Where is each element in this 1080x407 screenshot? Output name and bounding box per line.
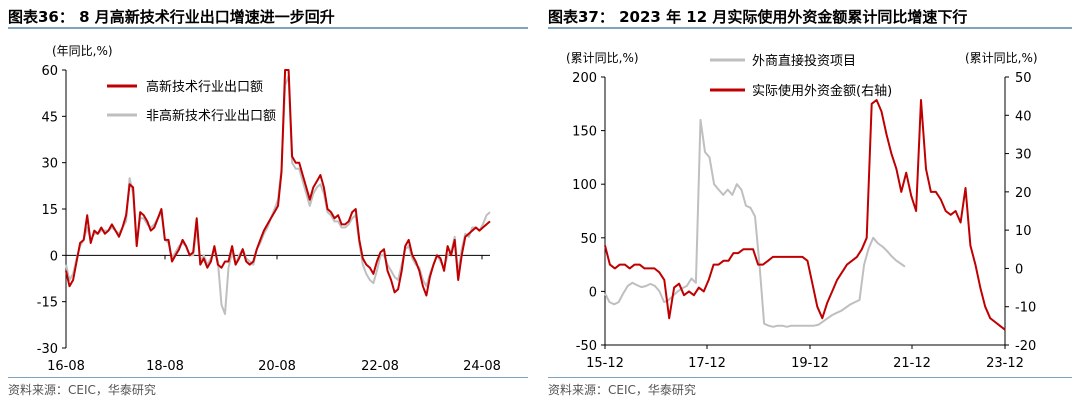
x-tick-label: 21-12: [893, 356, 931, 371]
chart-panel-36: 图表36： 8 月高新技术行业出口增速进一步回升 (年同比,%) -30 -15 0 1…: [0, 0, 536, 407]
x-tick-label: 24-08: [463, 359, 501, 374]
source-rule: [548, 377, 1072, 378]
chart-panel-37: 图表37： 2023 年 12 月实际使用外资金额累计同比增速下行 (累计同比,…: [540, 0, 1080, 407]
y-tick-label-left: 100: [572, 178, 597, 193]
y-tick-label-left: 150: [572, 125, 597, 140]
x-tick-label: 20-08: [258, 359, 296, 374]
x-tick-label: 23-12: [986, 356, 1024, 371]
y-tick-label: 60: [41, 64, 58, 79]
title-rule: [8, 27, 528, 29]
y-tick-label: -30: [37, 342, 58, 357]
title-rule: [548, 27, 1072, 29]
y-tick-label-right: 10: [1015, 224, 1032, 239]
y-tick-label-right: 50: [1015, 71, 1032, 86]
y-axis-label: (年同比,%): [52, 44, 113, 58]
x-tick-label: 17-12: [688, 356, 726, 371]
figure-title: 图表37： 2023 年 12 月实际使用外资金额累计同比增速下行: [548, 8, 968, 26]
series-line: [604, 118, 906, 328]
y-tick-label: 15: [41, 203, 58, 218]
x-tick-label: 22-08: [361, 359, 399, 374]
y-tick-label: -15: [37, 296, 58, 311]
series-line: [65, 69, 491, 297]
legend-label: 非高新技术行业出口额: [146, 108, 276, 124]
legend-label: 外商直接投资项目: [752, 53, 856, 69]
x-tick-label: 18-08: [146, 359, 184, 374]
y-tick-label-left: -50: [576, 339, 597, 354]
source-note: 资料来源：CEIC，华泰研究: [548, 383, 696, 397]
x-tick-label: 15-12: [586, 356, 624, 371]
legend-label: 高新技术行业出口额: [146, 79, 263, 95]
y-tick-label-right: 30: [1015, 148, 1032, 163]
series-line: [65, 75, 491, 315]
source-rule: [8, 377, 528, 378]
source-note: 资料来源：CEIC，华泰研究: [8, 383, 156, 397]
y-tick-label-right: 0: [1015, 262, 1023, 277]
y-tick-label-left: 50: [580, 232, 597, 247]
y-tick-label-right: 20: [1015, 186, 1032, 201]
y-tick-label-right: -10: [1015, 301, 1036, 316]
y-tick-label-right: 40: [1015, 109, 1032, 124]
y-tick-label-left: 0: [589, 285, 597, 300]
x-tick-label: 16-08: [47, 359, 85, 374]
line-chart-37: (累计同比,%) (累计同比,%) -50 0 50 100 150 200 -20 -10 0 10…: [566, 51, 1038, 371]
y-tick-label-right: -20: [1015, 339, 1036, 354]
x-tick-label: 19-12: [791, 356, 829, 371]
y-tick-label: 30: [41, 157, 58, 172]
series-line: [604, 99, 1006, 331]
y-tick-label: 0: [50, 249, 58, 264]
line-chart-36: (年同比,%) -30 -15 0 15 30 45 60 16-08 18-08 20-08 22-…: [37, 44, 501, 374]
y-tick-label: 45: [41, 110, 58, 125]
legend-label: 实际使用外资金额(右轴): [752, 83, 892, 99]
figure-title: 图表36： 8 月高新技术行业出口增速进一步回升: [8, 8, 335, 26]
y-axis-label-right: (累计同比,%): [965, 51, 1038, 65]
y-tick-label-left: 200: [572, 71, 597, 86]
y-axis-label-left: (累计同比,%): [566, 51, 639, 65]
